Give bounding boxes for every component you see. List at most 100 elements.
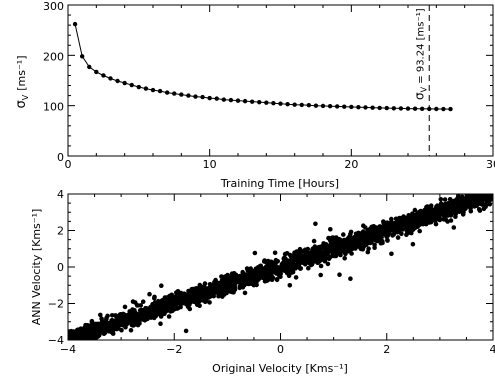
velocity-point bbox=[443, 217, 449, 223]
velocity-point bbox=[377, 224, 382, 229]
velocity-point bbox=[202, 281, 208, 286]
y-tick-label: 200 bbox=[43, 50, 64, 63]
velocity-point bbox=[314, 248, 319, 253]
velocity-point bbox=[486, 196, 492, 201]
final-sigma-annotation: σV = 93.24 [ms⁻¹] bbox=[412, 8, 428, 100]
training-curve-ticks: 01020300100200300 bbox=[43, 0, 495, 171]
velocity-point bbox=[310, 258, 315, 263]
velocity-point bbox=[315, 260, 320, 265]
velocity-point bbox=[172, 297, 177, 302]
velocity-point bbox=[349, 251, 354, 256]
x-tick-label: −2 bbox=[166, 343, 182, 356]
velocity-point bbox=[278, 271, 284, 277]
velocity-point bbox=[413, 216, 418, 221]
training-curve-line bbox=[74, 23, 451, 110]
velocity-point bbox=[120, 317, 125, 323]
velocity-point bbox=[417, 228, 423, 234]
velocity-point bbox=[478, 197, 484, 203]
velocity-point bbox=[294, 249, 300, 254]
velocity-point bbox=[181, 295, 187, 301]
velocity-point bbox=[428, 219, 434, 225]
velocity-point bbox=[111, 321, 117, 326]
velocity-point bbox=[55, 350, 60, 355]
velocity-point bbox=[92, 323, 97, 328]
velocity-scatter-y-axis-label: ANN Velocity [Kms⁻¹] bbox=[30, 209, 43, 326]
velocity-point bbox=[472, 204, 477, 209]
y-tick-label: 0 bbox=[57, 261, 64, 274]
velocity-point bbox=[220, 284, 225, 290]
velocity-point bbox=[341, 237, 347, 243]
velocity-point bbox=[422, 207, 427, 213]
velocity-point bbox=[247, 275, 253, 280]
velocity-point bbox=[479, 189, 484, 194]
velocity-point bbox=[175, 289, 181, 294]
y-tick-label: 2 bbox=[57, 225, 64, 238]
velocity-point bbox=[388, 224, 394, 229]
velocity-outlier-point bbox=[313, 221, 318, 227]
velocity-point bbox=[179, 300, 184, 306]
velocity-point bbox=[428, 206, 434, 212]
velocity-point bbox=[251, 272, 256, 278]
velocity-point bbox=[211, 293, 216, 299]
velocity-point bbox=[97, 326, 103, 331]
x-tick-label: 10 bbox=[203, 158, 217, 171]
velocity-point bbox=[482, 189, 487, 194]
velocity-point bbox=[420, 221, 426, 227]
velocity-point bbox=[183, 300, 189, 305]
velocity-point bbox=[481, 195, 487, 200]
velocity-point bbox=[166, 314, 172, 319]
velocity-outlier-point bbox=[328, 227, 333, 232]
velocity-outlier-point bbox=[378, 235, 383, 240]
velocity-outlier-point bbox=[261, 259, 267, 264]
velocity-point bbox=[284, 265, 289, 270]
velocity-point bbox=[442, 202, 447, 208]
velocity-point bbox=[257, 264, 263, 269]
final-sigma-subscript: V bbox=[419, 86, 428, 92]
velocity-point bbox=[325, 261, 331, 267]
velocity-point bbox=[472, 187, 477, 192]
velocity-point bbox=[348, 229, 354, 235]
velocity-point bbox=[79, 341, 84, 346]
velocity-outlier-point bbox=[83, 322, 88, 328]
velocity-point bbox=[461, 200, 467, 206]
velocity-point bbox=[52, 348, 57, 353]
y-tick-label: −4 bbox=[48, 334, 64, 347]
velocity-point bbox=[128, 328, 134, 333]
velocity-point bbox=[253, 268, 258, 273]
velocity-point bbox=[150, 311, 156, 316]
velocity-point bbox=[124, 322, 129, 327]
velocity-point bbox=[338, 252, 343, 258]
velocity-outlier-point bbox=[270, 275, 276, 281]
velocity-point bbox=[410, 219, 415, 225]
velocity-point bbox=[294, 257, 299, 263]
velocity-outlier-point bbox=[307, 260, 312, 266]
velocity-scatter-x-axis-label: Original Velocity [Kms⁻¹] bbox=[212, 362, 348, 375]
velocity-point bbox=[489, 188, 494, 193]
velocity-point bbox=[397, 218, 402, 223]
x-tick-label: 0 bbox=[65, 158, 72, 171]
velocity-point bbox=[474, 194, 480, 197]
velocity-point bbox=[326, 235, 331, 241]
velocity-point bbox=[52, 350, 57, 355]
velocity-point bbox=[74, 329, 79, 335]
velocity-point bbox=[218, 290, 223, 295]
velocity-point bbox=[342, 255, 348, 261]
velocity-point bbox=[326, 256, 332, 262]
velocity-point bbox=[274, 277, 280, 283]
velocity-point bbox=[298, 250, 304, 255]
velocity-point bbox=[323, 242, 329, 247]
velocity-point bbox=[341, 249, 347, 255]
velocity-point bbox=[262, 279, 268, 284]
velocity-point bbox=[80, 327, 86, 333]
velocity-point bbox=[89, 318, 95, 324]
velocity-point bbox=[137, 321, 142, 326]
velocity-point bbox=[365, 249, 371, 255]
velocity-point bbox=[330, 235, 336, 240]
x-tick-label: 20 bbox=[344, 158, 358, 171]
final-sigma-symbol: σ bbox=[412, 92, 426, 100]
velocity-outlier-point bbox=[372, 232, 378, 237]
velocity-outlier-point bbox=[266, 277, 272, 282]
velocity-point bbox=[483, 189, 488, 194]
velocity-point bbox=[385, 227, 391, 233]
velocity-point bbox=[352, 239, 358, 245]
